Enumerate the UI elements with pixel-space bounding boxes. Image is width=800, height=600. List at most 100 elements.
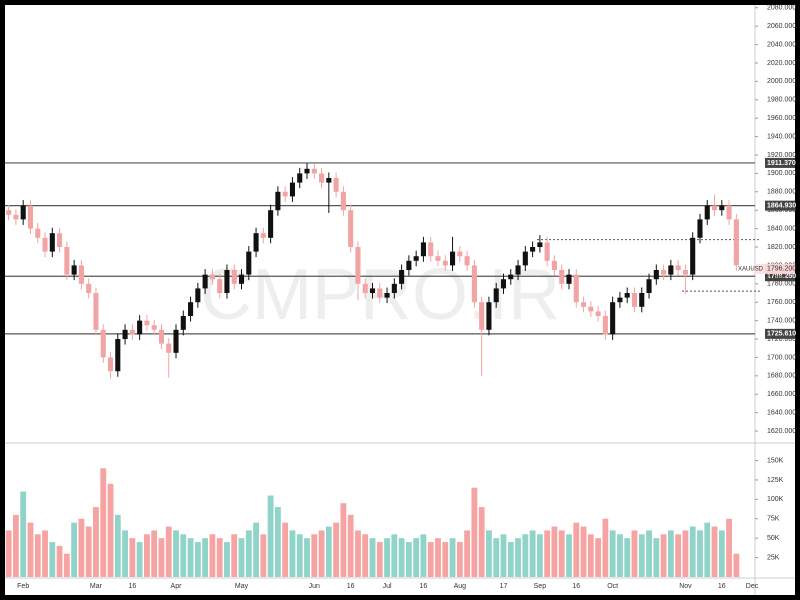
candle-body: [682, 270, 688, 275]
volume-bar: [129, 538, 136, 577]
volume-bar: [282, 522, 289, 577]
level-label-box: [765, 200, 795, 211]
candle-body: [319, 173, 325, 183]
candle-body: [588, 306, 594, 312]
volume-bar: [122, 530, 128, 577]
volume-bar: [187, 538, 194, 577]
candle-body: [238, 274, 245, 284]
volume-bar: [49, 542, 56, 577]
y-tick-label: 1820.000: [767, 244, 796, 251]
candle-body: [646, 279, 652, 294]
candle-body: [71, 265, 77, 275]
y2-tick-label: 75K: [767, 516, 780, 523]
volume-bar: [427, 542, 434, 577]
x-tick-label: Aug: [454, 583, 467, 590]
x-tick-label: 16: [572, 583, 580, 590]
candle-body: [457, 251, 463, 257]
x-tick-label: Mar: [90, 583, 103, 590]
volume-bar: [384, 538, 390, 577]
last-price-label: 1796.200: [767, 266, 796, 273]
candle-body: [246, 251, 252, 275]
candle-body: [224, 270, 230, 294]
candle-body: [260, 233, 266, 238]
volume-bar: [224, 542, 230, 577]
volume-bar: [5, 530, 12, 577]
volume-bar: [689, 526, 696, 577]
x-tick-label: Feb: [17, 583, 29, 590]
candle-body: [733, 219, 739, 266]
x-tick-label: Apr: [171, 583, 183, 590]
candle-body: [573, 274, 579, 303]
y-tick-label: 1980.000: [767, 97, 796, 104]
volume-bar: [660, 534, 667, 577]
volume-bar: [471, 487, 478, 577]
volume-bar: [71, 522, 78, 577]
x-tick-label: Jun: [309, 583, 320, 590]
candle-body: [129, 329, 135, 335]
volume-bar: [493, 538, 500, 577]
level-label: 1725.610: [767, 331, 796, 338]
volume-bar: [355, 530, 361, 577]
volume-bar: [726, 518, 732, 577]
volume-bar: [158, 538, 165, 577]
volume-bar: [216, 538, 223, 577]
candle-body: [78, 265, 84, 284]
volume-bar: [544, 530, 551, 577]
candle-body: [188, 302, 194, 317]
y-tick-label: 1840.000: [767, 225, 796, 232]
volume-bar: [260, 534, 267, 577]
volume-bar: [136, 542, 143, 577]
volume-bar: [442, 542, 449, 577]
candle-body: [362, 283, 368, 294]
y2-tick-label: 125K: [767, 477, 784, 484]
candle-body: [726, 205, 732, 220]
volume-bar: [325, 526, 332, 577]
candle-body: [297, 173, 303, 183]
volume-bar: [20, 491, 27, 577]
symbol-label: XAUUSD: [738, 266, 764, 272]
candle-body: [653, 270, 659, 280]
y-tick-label: 1660.000: [767, 391, 796, 398]
volume-bar: [42, 530, 48, 577]
candle-body: [711, 205, 718, 211]
candle-body: [311, 168, 317, 174]
y-tick-label: 1620.000: [767, 428, 796, 435]
candle-body: [86, 283, 92, 294]
candle-body: [566, 274, 572, 284]
volume-bar: [413, 538, 420, 577]
volume-bar: [733, 553, 740, 577]
candle-body: [340, 191, 346, 211]
candle-body: [64, 247, 70, 275]
candle-body: [333, 177, 339, 192]
level-label-box: [765, 328, 795, 339]
volume-bar: [151, 530, 158, 577]
volume-bar: [529, 530, 536, 577]
candle-body: [690, 237, 696, 275]
candle-body: [6, 210, 12, 215]
volume-bar: [595, 538, 602, 577]
candle-body: [115, 339, 121, 372]
candle-body: [158, 329, 165, 344]
volume-bar: [456, 542, 463, 577]
volume-bar: [340, 503, 347, 577]
candle-body: [202, 274, 208, 289]
candle-body: [166, 343, 172, 353]
volume-bar: [464, 530, 471, 577]
candle-body: [180, 316, 186, 330]
level-label: 1864.930: [767, 203, 796, 210]
volume-bar: [202, 538, 209, 577]
candle-body: [122, 329, 128, 340]
volume-bar: [143, 534, 150, 577]
candle-body: [500, 279, 507, 289]
x-tick-label: 16: [347, 583, 355, 590]
candle-body: [420, 242, 426, 257]
y2-tick-label: 100K: [767, 496, 784, 503]
candle-body: [275, 191, 281, 211]
volume-bar: [165, 526, 172, 577]
candle-body: [253, 233, 259, 252]
x-tick-label: Jul: [383, 583, 392, 590]
y-tick-label: 1760.000: [767, 299, 796, 306]
candle-body: [719, 205, 725, 211]
candle-body: [217, 279, 223, 294]
y-tick-label: 1920.000: [767, 152, 796, 159]
